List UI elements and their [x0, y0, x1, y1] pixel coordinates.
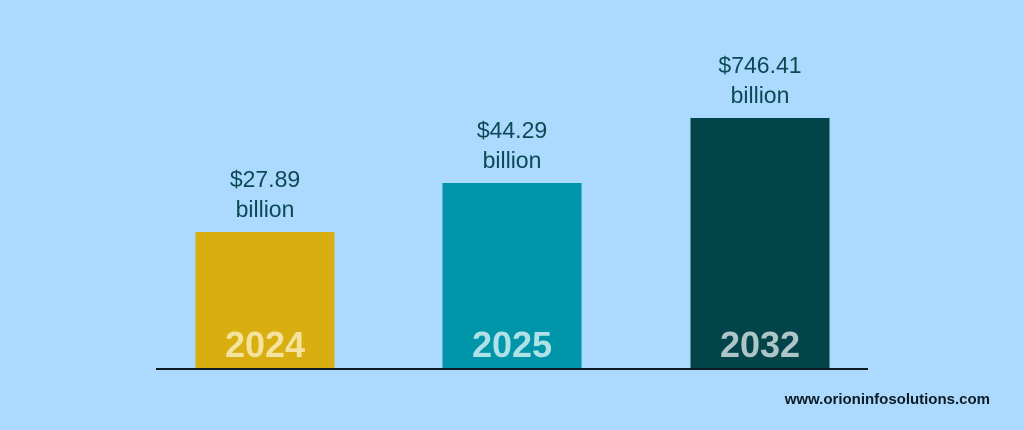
category-label-2032: 2032 — [720, 324, 800, 365]
unit-label-2024: billion — [236, 196, 295, 222]
value-label-2025: $44.29 — [477, 117, 547, 143]
category-label-2025: 2025 — [472, 324, 552, 365]
bar-2025 — [442, 183, 582, 369]
website-url: www.orioninfosolutions.com — [784, 391, 990, 408]
unit-label-2032: billion — [731, 82, 790, 108]
value-label-2024: $27.89 — [230, 166, 300, 192]
unit-label-2025: billion — [483, 147, 542, 173]
value-label-2032: $746.41 — [718, 52, 801, 78]
bar-2032 — [690, 118, 830, 369]
category-label-2024: 2024 — [225, 324, 305, 365]
bar-2024 — [195, 232, 335, 369]
